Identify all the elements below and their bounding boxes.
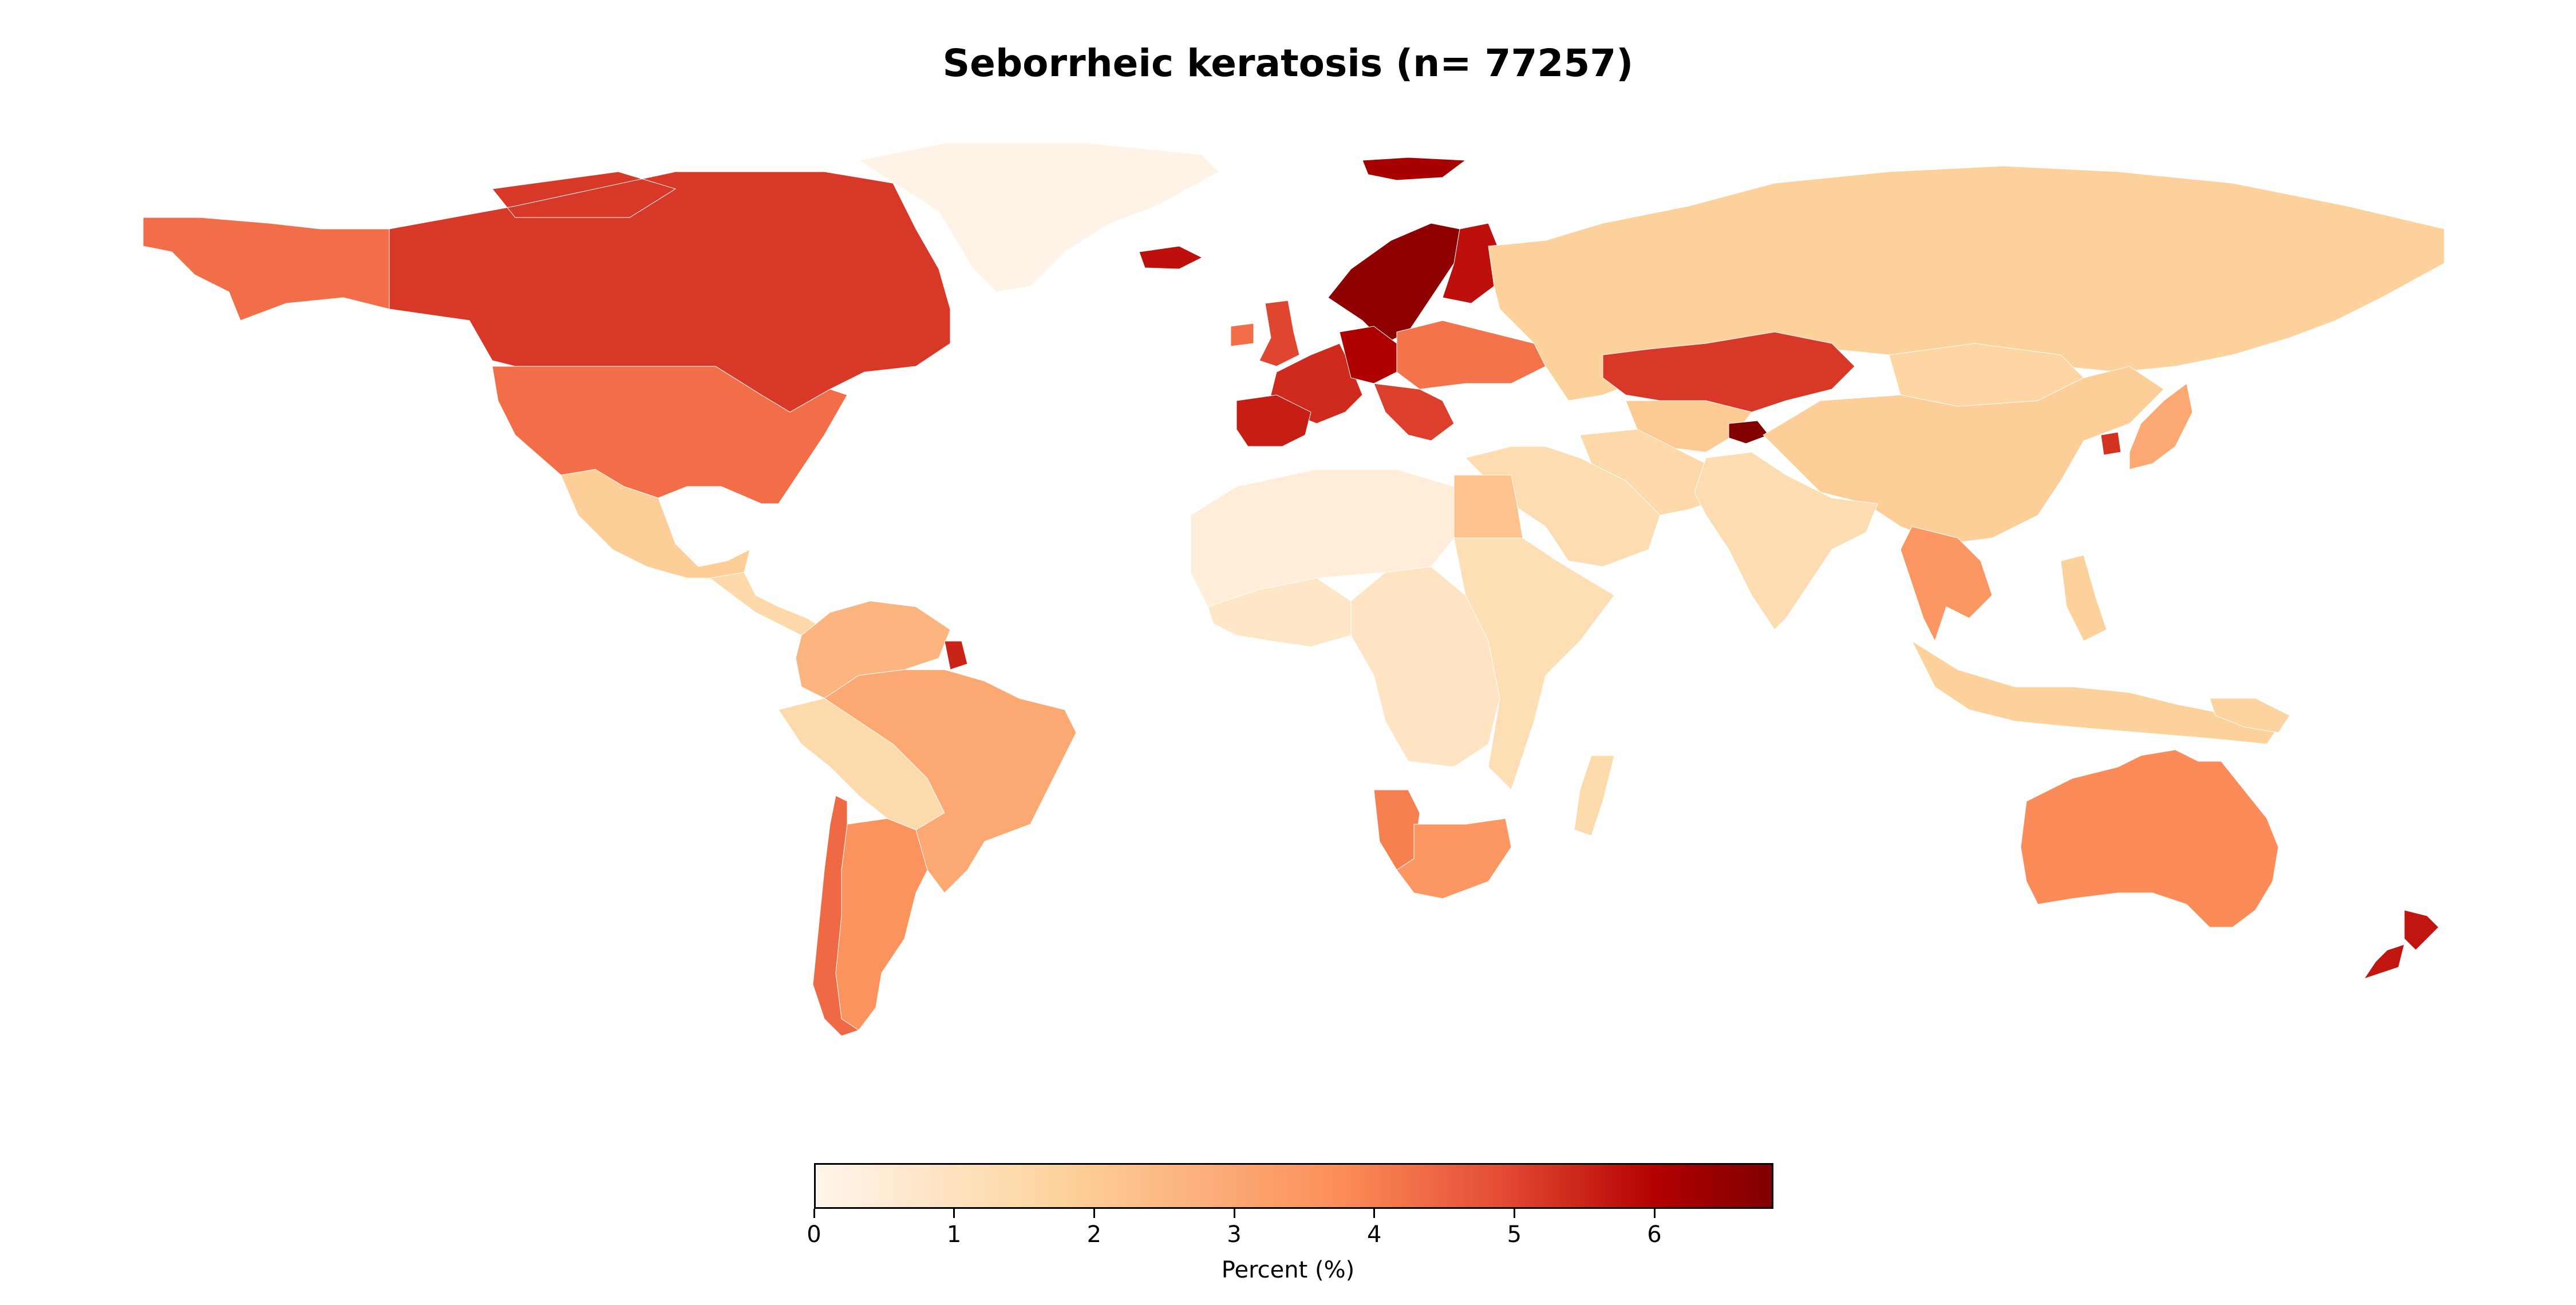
region-east-africa — [1453, 537, 1615, 790]
region-india — [1694, 452, 1878, 630]
region-papua-new-guinea — [2209, 698, 2290, 733]
region-central-africa — [1350, 566, 1500, 768]
region-french-guiana — [944, 640, 968, 670]
colorbar-tick — [1513, 1209, 1515, 1218]
region-japan — [2129, 383, 2193, 470]
colorbar-tick-label: 5 — [1507, 1221, 1522, 1248]
region-indonesia — [1911, 640, 2279, 745]
colorbar-tick — [953, 1209, 955, 1218]
colorbar-tick-label: 1 — [946, 1221, 962, 1248]
colorbar-tick-label: 3 — [1227, 1221, 1242, 1248]
region-southeast-asia — [1900, 526, 1993, 642]
colorbar-tick-label: 6 — [1647, 1221, 1662, 1248]
region-balkans — [1373, 383, 1455, 441]
region-south-africa — [1396, 818, 1512, 899]
colorbar-tick-label: 2 — [1086, 1221, 1102, 1248]
region-namibia — [1373, 789, 1420, 871]
region-alaska — [143, 217, 390, 321]
region-ireland — [1230, 323, 1254, 347]
colorbar-tick — [1653, 1209, 1656, 1218]
colorbar-tick — [1093, 1209, 1095, 1218]
region-west-africa — [1207, 578, 1352, 647]
region-greenland — [858, 143, 1220, 292]
colorbar-tick — [813, 1209, 815, 1218]
region-iberia — [1236, 394, 1311, 447]
colorbar-tick — [1373, 1209, 1376, 1218]
colorbar-tick-label: 4 — [1366, 1221, 1382, 1248]
region-canada — [389, 171, 951, 413]
region-madagascar — [1574, 755, 1615, 836]
region-australia — [2020, 749, 2279, 928]
region-finland — [1442, 223, 1500, 304]
region-united-kingdom — [1259, 300, 1300, 367]
region-argentina — [835, 818, 928, 1031]
region-south-korea — [2100, 432, 2121, 456]
colorbar — [814, 1163, 1773, 1209]
region-new-zealand — [2363, 909, 2439, 979]
colorbar-label: Percent (%) — [1221, 1257, 1355, 1283]
colorbar-tick-label: 0 — [807, 1221, 821, 1248]
region-chile — [812, 795, 860, 1037]
region-brazil — [824, 669, 1077, 893]
region-iceland — [1139, 246, 1203, 270]
colorbar-tick — [1233, 1209, 1235, 1218]
region-mexico — [560, 469, 750, 579]
region-tajikistan — [1728, 420, 1769, 444]
region-eastern-europe — [1396, 320, 1546, 390]
region-central-america — [709, 572, 825, 636]
region-svalbard — [1362, 157, 1467, 181]
map-title: Seborrheic keratosis (n= 77257) — [942, 41, 1634, 85]
region-philippines — [2060, 555, 2107, 642]
region-egypt — [1453, 474, 1523, 539]
region-kazakhstan — [1602, 331, 1855, 413]
region-colombia-venezuela — [795, 600, 951, 699]
